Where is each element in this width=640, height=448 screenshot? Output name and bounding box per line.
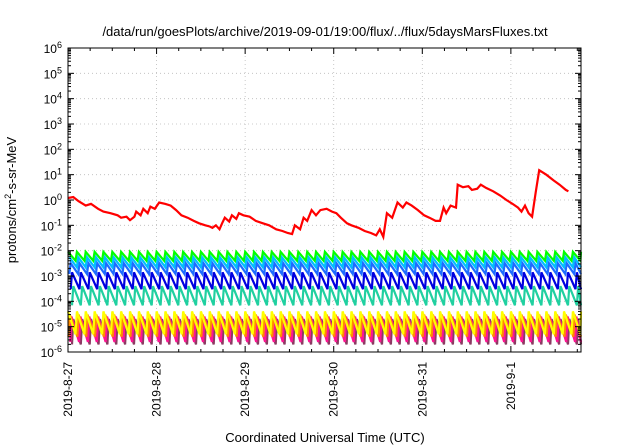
x-tick-label: 2019-8-30 (327, 362, 341, 417)
series-line (70, 285, 583, 306)
y-tick-base: 10 (41, 245, 55, 259)
y-tick-base: 10 (41, 219, 55, 233)
x-tick-label: 2019-8-27 (61, 362, 75, 417)
y-tick-exp: -2 (54, 243, 62, 253)
y-tick-label: 10-2 (41, 243, 62, 259)
y-tick-base: 10 (41, 346, 55, 360)
y-tick-label: 10-4 (41, 293, 62, 309)
y-axis-label-pre: protons/cm (4, 199, 19, 263)
y-tick-base: 10 (44, 118, 58, 132)
y-tick-label: 103 (44, 116, 62, 132)
y-tick-label: 10-5 (41, 319, 62, 335)
x-tick-label: 2019-8-28 (150, 362, 164, 417)
y-tick-label: 10-6 (41, 344, 62, 360)
y-axis-label-sup: 2 (3, 194, 13, 199)
y-tick-exp: 4 (57, 91, 62, 101)
chart-title: /data/run/goesPlots/archive/2019-09-01/1… (102, 24, 548, 39)
grid-layer (68, 48, 581, 352)
x-tick-label: 2019-8-29 (238, 362, 252, 417)
y-tick-base: 10 (41, 295, 55, 309)
y-tick-exp: -5 (54, 319, 62, 329)
y-tick-label: 105 (44, 65, 62, 81)
tick-layer: 10-610-510-410-310-210-11001011021031041… (41, 40, 581, 417)
y-tick-label: 10-3 (41, 268, 62, 284)
y-tick-base: 10 (44, 143, 58, 157)
y-tick-exp: 3 (57, 116, 62, 126)
y-tick-exp: -3 (54, 268, 62, 278)
x-tick-label: 2019-8-31 (415, 362, 429, 417)
y-tick-exp: 6 (57, 40, 62, 50)
series-line (66, 311, 583, 335)
y-tick-base: 10 (44, 194, 58, 208)
y-tick-exp: 1 (57, 167, 62, 177)
y-tick-base: 10 (44, 42, 58, 56)
y-tick-exp: 0 (57, 192, 62, 202)
series-line (68, 254, 582, 271)
y-tick-exp: -6 (54, 344, 62, 354)
y-tick-base: 10 (44, 67, 58, 81)
y-tick-label: 104 (44, 91, 62, 107)
y-tick-label: 100 (44, 192, 62, 208)
y-tick-base: 10 (44, 93, 58, 107)
y-tick-exp: -4 (54, 293, 62, 303)
x-axis-label: Coordinated Universal Time (UTC) (225, 430, 424, 445)
x-tick-label: 2019-9-1 (504, 362, 518, 410)
y-tick-label: 101 (44, 167, 62, 183)
y-tick-base: 10 (41, 321, 55, 335)
series-line (67, 249, 583, 264)
y-tick-base: 10 (41, 270, 55, 284)
series-line (69, 271, 583, 290)
y-tick-label: 106 (44, 40, 62, 56)
series-line (67, 168, 569, 241)
series-line (68, 259, 582, 278)
y-tick-exp: 5 (57, 65, 62, 75)
y-tick-base: 10 (44, 169, 58, 183)
y-tick-exp: -1 (54, 217, 62, 227)
y-axis-label-post: -s-sr-MeV (4, 136, 19, 193)
y-tick-label: 10-1 (41, 217, 62, 233)
series-layer (66, 168, 583, 345)
y-tick-label: 102 (44, 141, 62, 157)
y-axis-label: protons/cm2-s-sr-MeV (3, 136, 19, 263)
y-tick-exp: 2 (57, 141, 62, 151)
